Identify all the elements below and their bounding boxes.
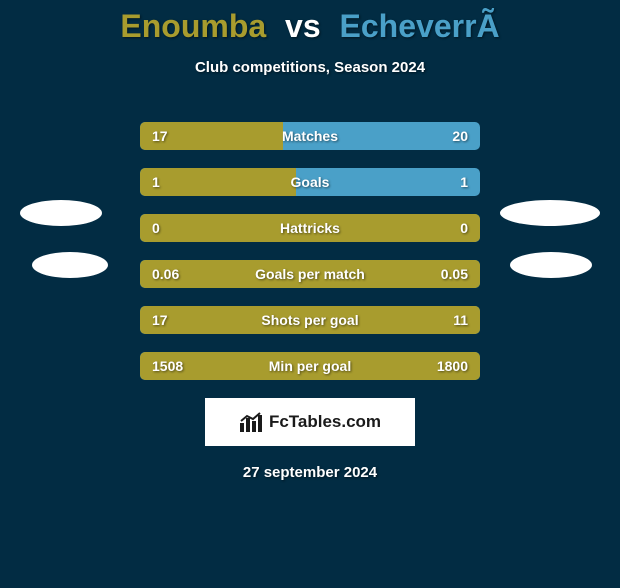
stat-value-left: 17 <box>152 122 168 150</box>
stat-label: Goals per match <box>140 260 480 288</box>
stat-label: Hattricks <box>140 214 480 242</box>
footer-date: 27 september 2024 <box>0 464 620 481</box>
stat-row: Matches17 20 <box>140 122 480 150</box>
brand-text: FcTables.com <box>269 412 381 432</box>
stat-value-left: 0.06 <box>152 260 179 288</box>
stat-row: Goals1 1 <box>140 168 480 196</box>
stat-value-right: 20 <box>452 122 468 150</box>
stat-row: Goals per match0.06 0.05 <box>140 260 480 288</box>
comparison-title: Enoumba vs EcheverrÃ <box>0 8 620 45</box>
stat-value-left: 0 <box>152 214 160 242</box>
subtitle: Club competitions, Season 2024 <box>0 59 620 76</box>
stat-label: Goals <box>140 168 480 196</box>
stat-value-left: 1 <box>152 168 160 196</box>
player2-avatar-bottom <box>510 252 592 278</box>
player1-name: Enoumba <box>120 8 266 44</box>
stat-value-right: 1800 <box>437 352 468 380</box>
brand-chart-icon <box>239 411 263 433</box>
stat-value-right: 0.05 <box>441 260 468 288</box>
stat-value-left: 17 <box>152 306 168 334</box>
stat-row: Min per goal1508 1800 <box>140 352 480 380</box>
stat-label: Matches <box>140 122 480 150</box>
stat-value-right: 11 <box>453 306 468 334</box>
player1-avatar-top <box>20 200 102 226</box>
stat-rows: Matches1720Goals11Hattricks00Goals per m… <box>140 122 480 380</box>
brand-box: FcTables.com <box>205 398 415 446</box>
player1-avatar-bottom <box>32 252 108 278</box>
player2-name: EcheverrÃ <box>340 8 500 44</box>
stat-label: Min per goal <box>140 352 480 380</box>
stat-value-left: 1508 <box>152 352 183 380</box>
stat-label: Shots per goal <box>140 306 480 334</box>
title-separator: vs <box>285 8 321 44</box>
stat-row: Shots per goal17 11 <box>140 306 480 334</box>
player2-avatar-top <box>500 200 600 226</box>
stat-value-right: 0 <box>460 214 468 242</box>
stat-row: Hattricks0 0 <box>140 214 480 242</box>
stat-value-right: 1 <box>460 168 468 196</box>
